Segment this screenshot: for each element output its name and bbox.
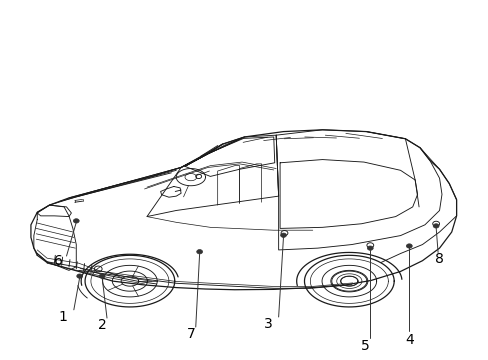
- Text: 3: 3: [263, 317, 272, 331]
- Text: 1: 1: [59, 310, 67, 324]
- Circle shape: [432, 224, 438, 228]
- Circle shape: [406, 244, 411, 248]
- Text: 6: 6: [54, 254, 62, 268]
- Text: 2: 2: [98, 318, 106, 332]
- Circle shape: [280, 233, 286, 237]
- Circle shape: [73, 219, 79, 223]
- Text: 8: 8: [434, 252, 443, 266]
- Text: 5: 5: [360, 339, 369, 353]
- Circle shape: [99, 274, 105, 278]
- Circle shape: [366, 246, 372, 250]
- Text: 7: 7: [186, 327, 195, 341]
- Text: 4: 4: [404, 333, 413, 347]
- Circle shape: [77, 274, 82, 278]
- Circle shape: [196, 249, 202, 254]
